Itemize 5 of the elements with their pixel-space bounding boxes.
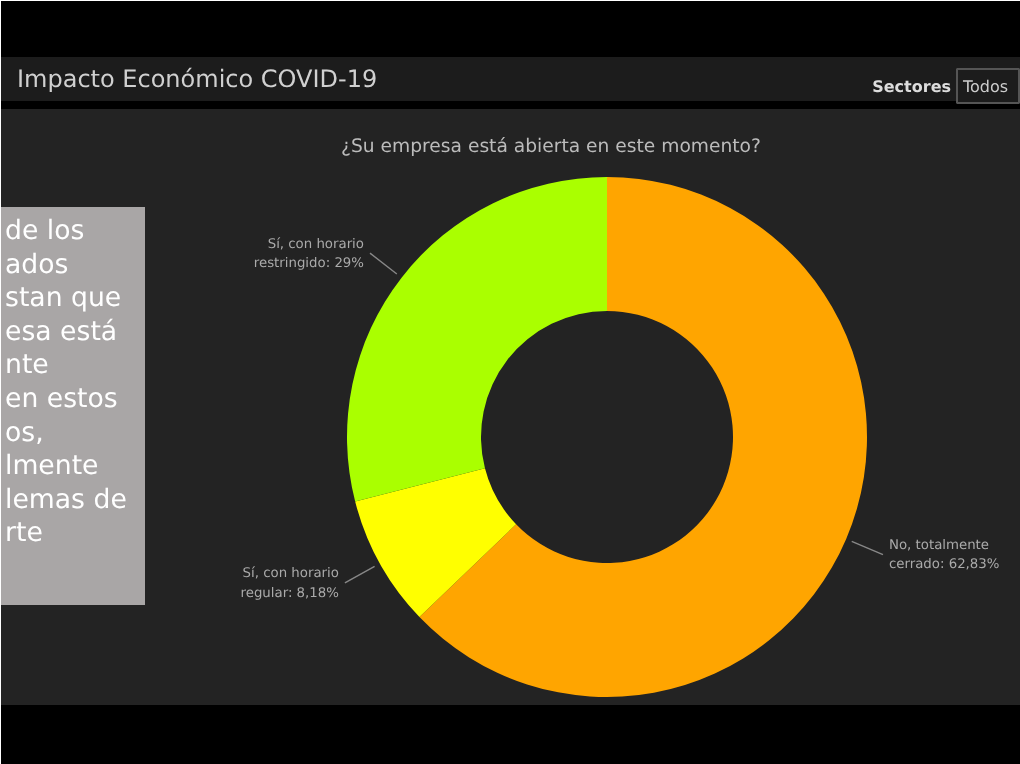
chart-title: Impacto Económico COVID-19	[17, 65, 378, 93]
chart-subtitle: ¿Su empresa está abierta en este momento?	[341, 136, 762, 158]
text: de los ados stan que esa está nte en estos os, lmente lemas de rte	[5, 217, 127, 550]
text: Sectores	[872, 78, 952, 96]
text: Todos	[961, 78, 1009, 96]
